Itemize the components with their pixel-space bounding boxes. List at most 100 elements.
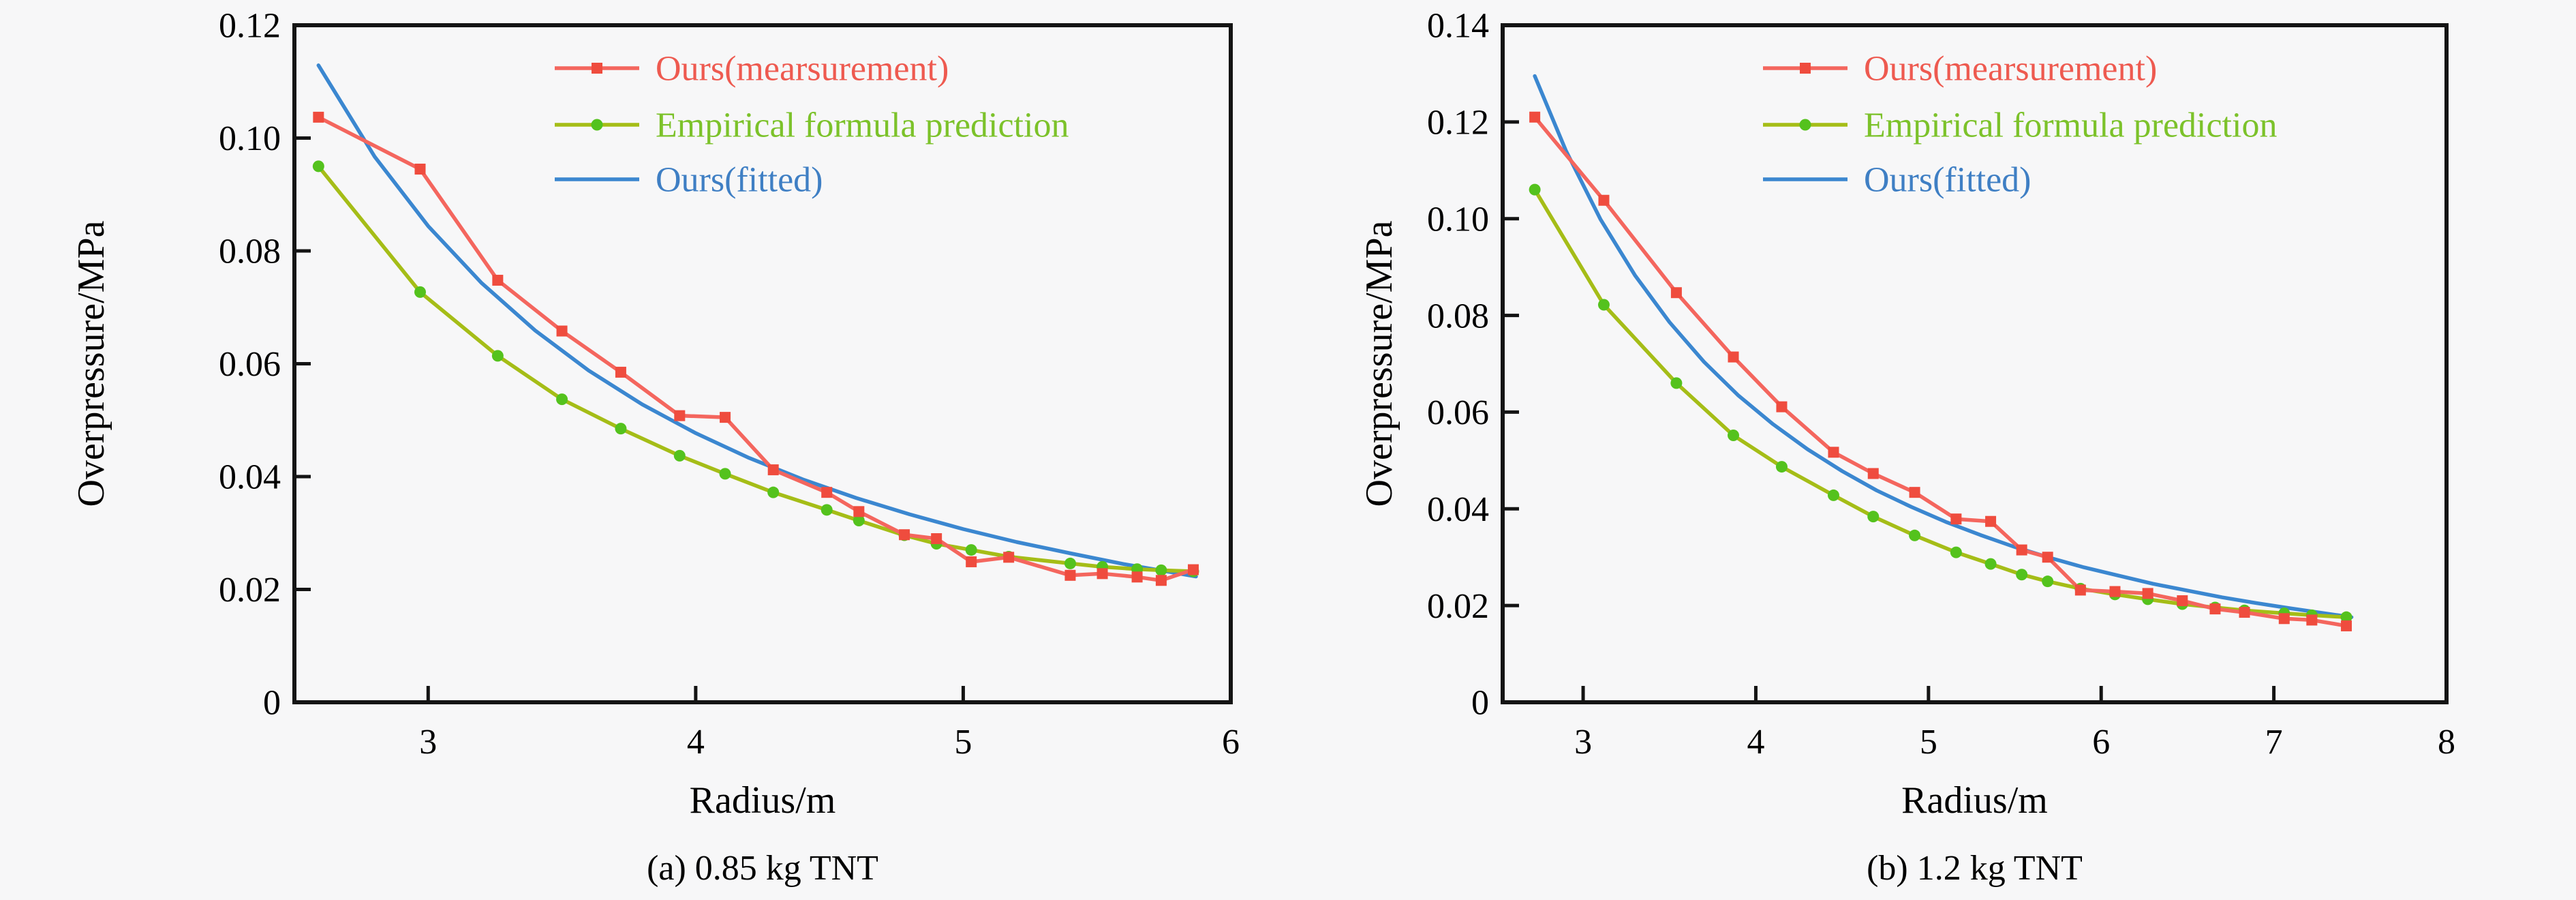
empirical-marker	[1597, 299, 1610, 311]
y-tick-label: 0.04	[219, 458, 281, 497]
measurement-marker	[1529, 111, 1541, 123]
measurement-marker	[313, 111, 324, 123]
measurement-marker	[2142, 588, 2153, 599]
y-tick-label: 0.10	[219, 119, 281, 158]
empirical-line	[1533, 188, 2348, 619]
y-tick-label: 0.02	[1427, 587, 1489, 626]
measurement-marker	[1670, 287, 1682, 299]
y-tick-label: 0.12	[1427, 104, 1489, 142]
y-axis-title: Overpressure/MPa	[70, 220, 112, 507]
measurement-marker	[1155, 575, 1167, 586]
y-axis-title: Overpressure/MPa	[1358, 220, 1400, 507]
measurement-legend-marker	[1800, 63, 1811, 74]
legend: Ours(mearsurement) Empirical formula pred…	[1763, 50, 2277, 200]
measurement-marker	[1828, 447, 1839, 458]
measurement-marker	[1950, 513, 1962, 525]
measurement-marker	[1598, 194, 1610, 206]
plot-frame	[1501, 23, 2449, 704]
y-axis: 0 0.02 0.04 0.06 0.08 0.10 0.12 0.14	[1427, 7, 1519, 723]
fitted-line	[316, 63, 1198, 579]
empirical-legend-marker	[591, 119, 603, 131]
chart-caption: (b) 1.2 kg TNT	[1867, 849, 2083, 888]
measurement-marker	[492, 275, 504, 286]
series-measurement	[1529, 111, 2352, 631]
measurement-legend-label: Ours(mearsurement)	[656, 50, 949, 89]
y-tick-label: 0	[1471, 684, 1489, 723]
legend: Ours(mearsurement) Empirical formula pred…	[555, 50, 1069, 200]
legend-item-measurement: Ours(mearsurement)	[555, 50, 949, 89]
measurement-marker	[2341, 620, 2352, 631]
series-empirical	[1529, 183, 2352, 623]
measurement-marker	[2042, 552, 2053, 563]
y-tick-label: 0.06	[219, 345, 281, 384]
empirical-marker	[491, 350, 504, 362]
empirical-legend-label: Empirical formula prediction	[1864, 106, 2277, 145]
empirical-line	[316, 164, 1195, 573]
empirical-marker	[1529, 183, 1541, 196]
x-tick-label: 5	[1920, 723, 1937, 762]
empirical-marker	[719, 468, 731, 480]
empirical-marker	[1775, 461, 1788, 473]
x-axis: 3 4 5 6	[419, 686, 1240, 762]
measurement-marker	[1188, 564, 1199, 575]
x-tick-label: 6	[1222, 723, 1240, 762]
y-tick-label: 0.06	[1427, 393, 1489, 432]
measurement-marker	[853, 506, 865, 518]
legend-item-fitted: Ours(fitted)	[555, 161, 823, 200]
legend-item-fitted: Ours(fitted)	[1763, 161, 2031, 200]
chart-b-canvas: 3 4 5 6 7 8 0 0.02 0.04 0.06 0.08 0.10 0.12 0.14 Radiu…	[1358, 7, 2455, 888]
x-tick-label: 8	[2438, 723, 2455, 762]
y-tick-label: 0.10	[1427, 200, 1489, 239]
measurement-marker	[1728, 351, 1739, 363]
empirical-marker	[1909, 529, 1921, 541]
fitted-line	[1533, 74, 2354, 619]
empirical-marker	[1827, 489, 1839, 501]
y-tick-label: 0.12	[219, 7, 281, 46]
fitted-legend-label: Ours(fitted)	[656, 161, 823, 200]
y-tick-label: 0.02	[219, 571, 281, 610]
measurement-legend-label: Ours(mearsurement)	[1864, 50, 2157, 89]
empirical-marker	[414, 286, 427, 298]
measurement-marker	[720, 412, 731, 423]
chart-a-canvas: 3 4 5 6 0 0.02 0.04 0.06 0.08 0.10 0.12 Radius/m Ove…	[70, 7, 1240, 888]
y-tick-label: 0	[263, 684, 281, 723]
measurement-marker	[2074, 584, 2086, 596]
measurement-marker	[899, 529, 910, 541]
measurement-marker	[2109, 586, 2121, 597]
x-tick-label: 4	[1747, 723, 1764, 762]
empirical-marker	[1064, 557, 1076, 569]
y-axis: 0 0.02 0.04 0.06 0.08 0.10 0.12	[219, 7, 311, 723]
measurement-marker	[1131, 571, 1143, 583]
y-tick-label: 0.04	[1427, 490, 1489, 529]
y-tick-label: 0.08	[219, 232, 281, 271]
series-fitted	[316, 63, 1198, 579]
chart-b-panel: 3 4 5 6 7 8 0 0.02 0.04 0.06 0.08 0.10 0.12 0.14 Radiu…	[1288, 0, 2576, 900]
series-fitted	[1533, 74, 2354, 619]
empirical-marker	[853, 515, 865, 527]
x-axis-title: Radius/m	[690, 779, 836, 822]
x-tick-label: 3	[419, 723, 437, 762]
empirical-marker	[2016, 569, 2028, 581]
legend-item-measurement: Ours(mearsurement)	[1763, 50, 2157, 89]
empirical-marker	[556, 393, 568, 406]
measurement-legend-marker	[592, 63, 602, 74]
measurement-marker	[1776, 401, 1788, 412]
axes	[1501, 23, 2449, 704]
measurement-marker	[2209, 603, 2221, 615]
measurement-marker	[2239, 607, 2250, 618]
measurement-marker	[1909, 487, 1920, 498]
empirical-marker	[1155, 564, 1167, 576]
x-tick-label: 6	[2092, 723, 2110, 762]
empirical-legend-label: Empirical formula prediction	[656, 106, 1069, 145]
measurement-marker	[2177, 595, 2188, 607]
empirical-marker	[673, 449, 686, 462]
x-axis-title: Radius/m	[1901, 779, 2048, 822]
empirical-marker	[615, 423, 627, 435]
empirical-marker	[1950, 546, 1962, 558]
x-tick-label: 5	[954, 723, 972, 762]
measurement-marker	[1003, 552, 1015, 563]
measurement-marker	[1064, 569, 1076, 581]
empirical-marker	[1670, 377, 1683, 389]
empirical-marker	[767, 486, 780, 498]
measurement-marker	[1985, 515, 1997, 527]
